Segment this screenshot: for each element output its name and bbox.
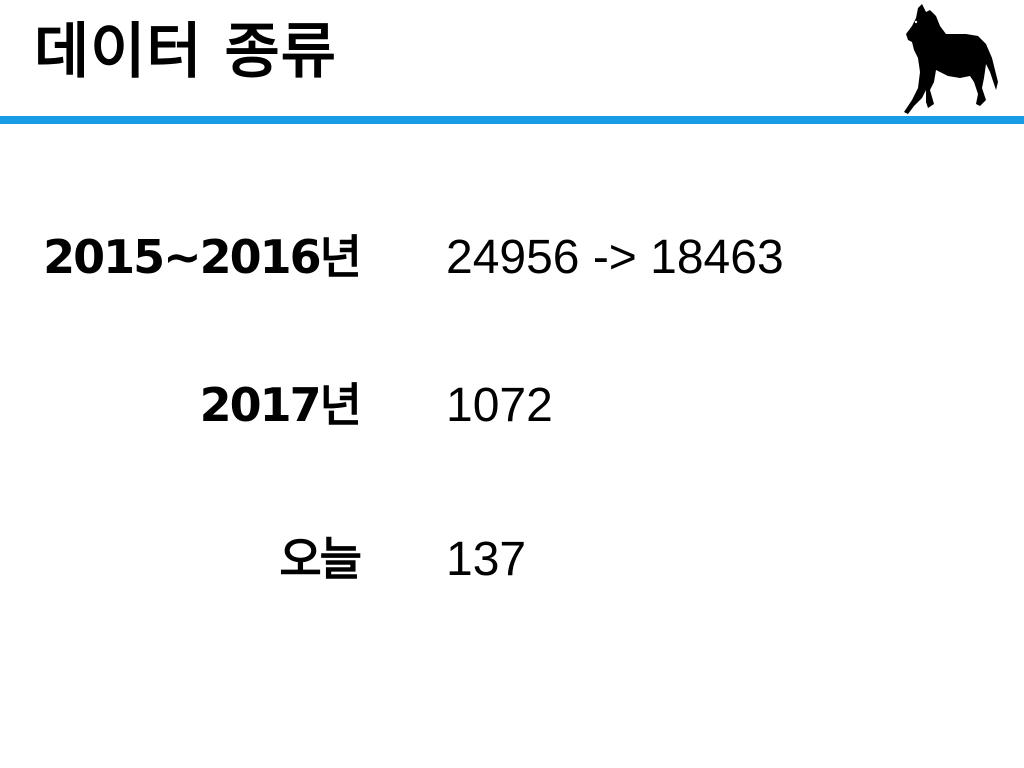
row-label: 오늘 [279, 532, 362, 586]
slide-title: 데이터 종류 [34, 17, 337, 87]
row-label: 2015~2016년 [43, 230, 362, 284]
row-value: 24956 -> 18463 [446, 231, 784, 284]
row-label: 2017년 [199, 378, 362, 432]
row-value: 1072 [446, 379, 553, 432]
row-value: 137 [446, 533, 527, 586]
title-divider [0, 116, 1024, 124]
horse-silhouette-icon [904, 4, 998, 114]
